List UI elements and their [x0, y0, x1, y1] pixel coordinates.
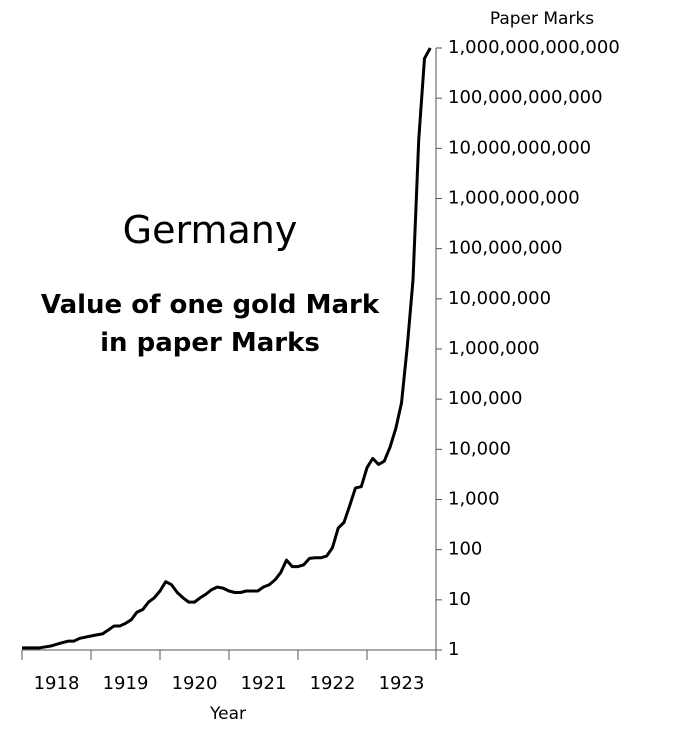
x-tick-label: 1918 [34, 673, 80, 694]
y-tick-label: 100,000,000,000 [448, 87, 603, 108]
x-tick-label: 1923 [379, 673, 425, 694]
x-tick-label: 1921 [241, 673, 287, 694]
chart-title: Germany [122, 208, 298, 252]
y-tick-label: 100,000,000 [448, 238, 563, 259]
y-tick-label: 1,000,000,000 [448, 188, 580, 209]
y-tick-label: 100 [448, 539, 482, 560]
chart-subtitle: Value of one gold Mark in paper Marks [40, 290, 380, 358]
y-tick-label: 10,000 [448, 438, 511, 459]
y-tick-label: 1,000,000 [448, 338, 540, 359]
y-axis-label: Paper Marks [490, 9, 594, 29]
y-tick-label: 10,000,000,000 [448, 137, 591, 158]
x-axis-label: Year [209, 704, 246, 724]
x-tick-label: 1922 [310, 673, 356, 694]
x-tick-label: 1919 [103, 673, 149, 694]
y-tick-label: 100,000 [448, 388, 522, 409]
x-tick-label: 1920 [172, 673, 218, 694]
y-tick-label: 1,000,000,000,000 [448, 37, 620, 58]
y-tick-label: 10 [448, 589, 471, 610]
y-tick-label: 1,000 [448, 489, 500, 510]
y-tick-label: 1 [448, 639, 459, 660]
y-tick-label: 10,000,000 [448, 288, 551, 309]
data-line [22, 47, 432, 650]
